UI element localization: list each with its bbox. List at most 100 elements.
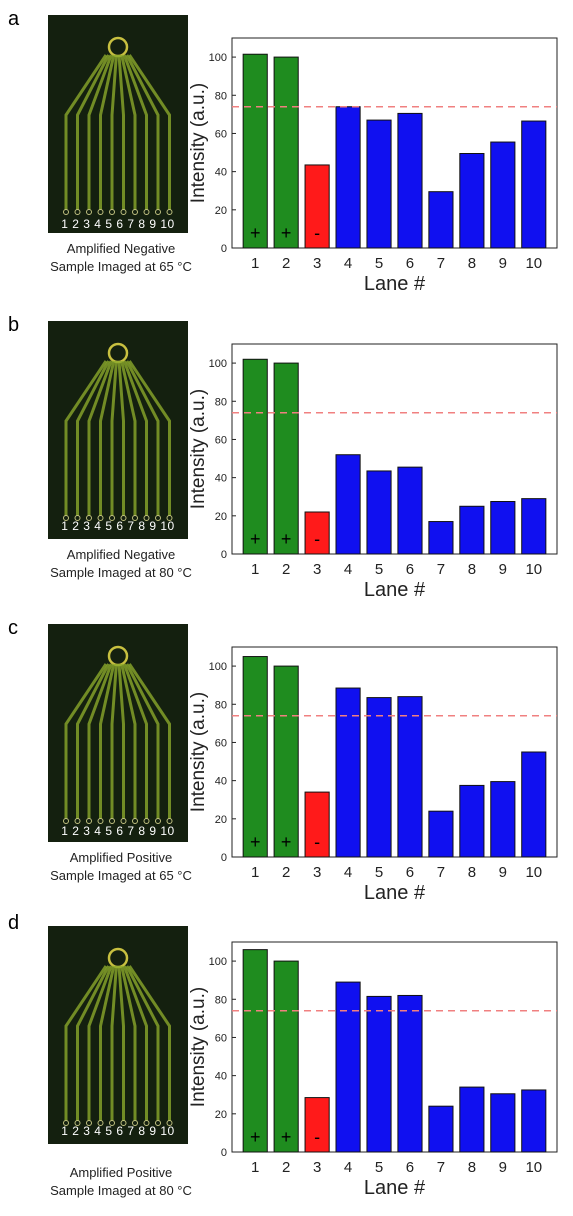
caption-line-2: Sample Imaged at 80 °C bbox=[50, 1183, 192, 1198]
x-tick-label: 2 bbox=[282, 561, 290, 578]
caption-line-2: Sample Imaged at 80 °C bbox=[50, 565, 192, 580]
chip-channel bbox=[87, 54, 113, 210]
chip-channels-graphic bbox=[63, 645, 173, 824]
chip-lane-numbers: 1 2 3 4 5 6 7 8 9 10 bbox=[61, 1124, 175, 1138]
chip-outlet bbox=[63, 515, 69, 521]
intensity-bar-chart: 0 20 40 60 80 100 +1 +2 - 3 4 5 6 7 8 9 10 Lane # Intensit… bbox=[188, 37, 558, 295]
chip-outlet bbox=[120, 1120, 127, 1126]
chip-channel bbox=[117, 663, 125, 819]
chip-channels-graphic bbox=[63, 36, 173, 215]
y-tick-label: 80 bbox=[215, 396, 227, 408]
chip-outlet bbox=[166, 1120, 173, 1126]
chip-outlet bbox=[109, 209, 115, 215]
panel-letter: d bbox=[8, 912, 20, 934]
y-tick-label: 40 bbox=[215, 776, 227, 788]
bar bbox=[366, 119, 392, 249]
bar bbox=[397, 112, 423, 249]
x-tick-label: 4 bbox=[344, 255, 352, 272]
chip-channel bbox=[120, 663, 137, 819]
chip-outlet bbox=[132, 209, 138, 215]
y-axis-label: Intensity (a.u.) bbox=[188, 83, 209, 203]
bar bbox=[428, 810, 454, 858]
chip-channel bbox=[125, 965, 160, 1121]
bar bbox=[459, 153, 485, 249]
bar bbox=[242, 53, 268, 249]
x-tick-label: 7 bbox=[437, 561, 445, 578]
chip-outlet bbox=[74, 515, 81, 521]
image-caption: Amplified Negative Sample Imaged at 65 °… bbox=[10, 240, 232, 276]
chip-channel bbox=[122, 54, 148, 210]
chip-channel bbox=[64, 54, 108, 210]
chip-outlet bbox=[109, 515, 115, 521]
y-tick-label: 60 bbox=[215, 434, 227, 446]
x-tick-label: 1 bbox=[251, 1159, 259, 1176]
chip-outlet bbox=[63, 818, 69, 824]
chip-outlet bbox=[132, 1120, 138, 1126]
y-tick-label: 0 bbox=[221, 549, 227, 561]
chip-channel bbox=[87, 360, 113, 516]
y-tick-label: 100 bbox=[209, 358, 227, 370]
x-tick-label: 10 bbox=[525, 255, 542, 272]
chip-fluorescence-image: 1 2 3 4 5 6 7 8 9 10 bbox=[48, 624, 188, 842]
chip-channel bbox=[87, 663, 113, 819]
x-tick-label: 3 bbox=[313, 255, 321, 272]
chip-channels-graphic bbox=[63, 947, 173, 1126]
chip-lane-numbers: 1 2 3 4 5 6 7 8 9 10 bbox=[61, 217, 175, 231]
x-tick-label: 6 bbox=[406, 1159, 414, 1176]
chip-channel bbox=[76, 965, 110, 1121]
x-tick-label: 2 bbox=[282, 1159, 290, 1176]
caption-line-2: Sample Imaged at 65 °C bbox=[50, 868, 192, 883]
x-tick-label: 3 bbox=[313, 1159, 321, 1176]
image-caption: Amplified Positive Sample Imaged at 65 °… bbox=[10, 849, 232, 885]
chip-outlet bbox=[97, 515, 104, 521]
x-axis-label: Lane # bbox=[364, 273, 426, 295]
bar bbox=[273, 362, 299, 555]
chip-lane-numbers: 1 2 3 4 5 6 7 8 9 10 bbox=[61, 824, 175, 838]
chip-outlet bbox=[155, 1120, 161, 1126]
chip-outlet bbox=[166, 209, 173, 215]
y-tick-label: 20 bbox=[215, 814, 227, 826]
chip-outlet bbox=[109, 1120, 115, 1126]
chip-channel bbox=[99, 360, 116, 516]
y-tick-label: 60 bbox=[215, 1032, 227, 1044]
chip-outlet bbox=[155, 515, 161, 521]
chip-lane-numbers: 1 2 3 4 5 6 7 8 9 10 bbox=[61, 519, 175, 533]
bar-control-mark: + bbox=[250, 529, 261, 549]
chip-channel bbox=[128, 54, 171, 210]
bar bbox=[490, 501, 516, 555]
chip-outlet bbox=[132, 818, 138, 824]
chip-outlet bbox=[86, 818, 92, 824]
bar bbox=[304, 164, 330, 249]
chip-outlet bbox=[166, 515, 173, 521]
x-tick-label: 10 bbox=[525, 561, 542, 578]
chip-channel bbox=[110, 54, 118, 210]
panel-letter: a bbox=[8, 8, 20, 30]
bar bbox=[521, 120, 547, 249]
chip-outlet bbox=[155, 818, 161, 824]
bar bbox=[397, 696, 423, 858]
bar bbox=[459, 784, 485, 858]
chip-fluorescence-image: 1 2 3 4 5 6 7 8 9 10 bbox=[48, 15, 188, 233]
x-tick-label: 8 bbox=[468, 864, 476, 881]
image-caption: Amplified Positive Sample Imaged at 80 °… bbox=[10, 1164, 232, 1200]
x-tick-label: 2 bbox=[282, 864, 290, 881]
chip-outlet bbox=[120, 818, 127, 824]
x-tick-label: 6 bbox=[406, 864, 414, 881]
intensity-bar-chart: 0 20 40 60 80 100 +1 +2 - 3 4 5 6 7 8 9 10 Lane # Intensit… bbox=[188, 646, 558, 904]
y-tick-label: 20 bbox=[215, 511, 227, 523]
y-tick-label: 40 bbox=[215, 473, 227, 485]
y-tick-label: 60 bbox=[215, 737, 227, 749]
panel-a: a 1 2 3 4 5 6 7 8 9 10 Amplified Negativ… bbox=[0, 8, 573, 308]
chip-channel bbox=[110, 663, 118, 819]
chip-channel bbox=[110, 360, 118, 516]
bar bbox=[521, 498, 547, 555]
chip-channel bbox=[76, 54, 110, 210]
bar bbox=[397, 466, 423, 555]
caption-line-1: Amplified Positive bbox=[69, 1165, 173, 1180]
x-tick-label: 5 bbox=[375, 1159, 383, 1176]
bar bbox=[521, 751, 547, 858]
chip-outlet bbox=[143, 209, 150, 215]
x-tick-label: 7 bbox=[437, 864, 445, 881]
bar bbox=[490, 141, 516, 249]
intensity-bar-chart: 0 20 40 60 80 100 +1 +2 - 3 4 5 6 7 8 9 10 Lane # Intensit… bbox=[188, 343, 558, 601]
